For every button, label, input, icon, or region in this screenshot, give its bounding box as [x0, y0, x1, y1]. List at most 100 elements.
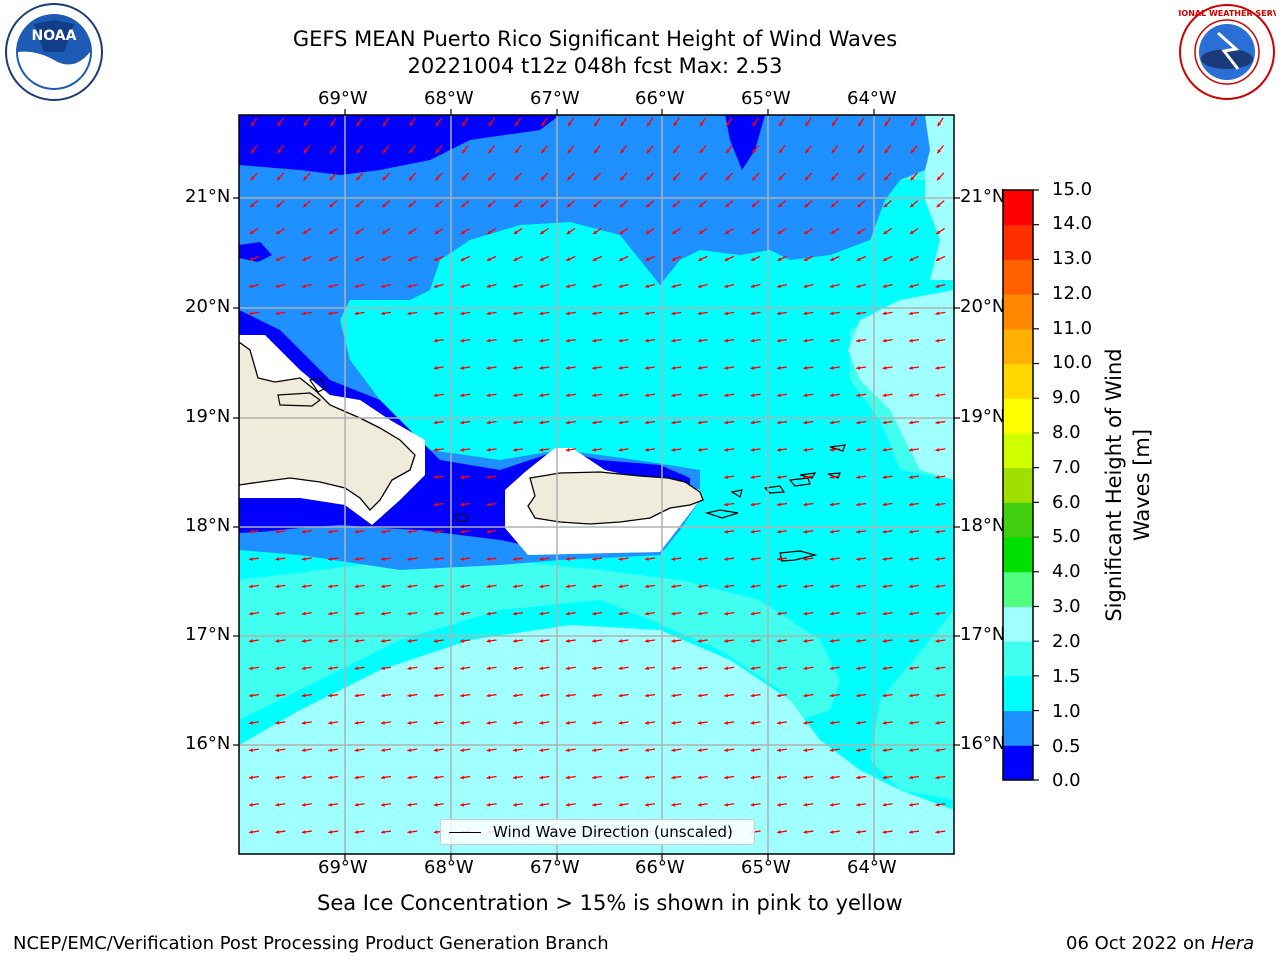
- wave-direction-arrowhead: [592, 284, 597, 289]
- wave-direction-arrowhead: [618, 802, 623, 807]
- wave-direction-arrowhead: [882, 775, 887, 780]
- wave-direction-arrowhead: [909, 447, 913, 452]
- wave-direction-arrowhead: [936, 230, 941, 234]
- wave-direction-arrowhead: [856, 611, 861, 616]
- wave-direction-arrowhead: [409, 176, 413, 181]
- wave-direction-arrowhead: [697, 611, 702, 616]
- wave-direction-arrowhead: [301, 557, 306, 561]
- wave-direction-arrowhead: [882, 639, 887, 643]
- wave-direction-arrowhead: [276, 230, 281, 234]
- wave-direction-arrowhead: [565, 802, 570, 807]
- wave-direction-arrowhead: [618, 338, 623, 343]
- colorbar-segment: [1003, 745, 1033, 781]
- wave-direction-arrowhead: [565, 447, 570, 452]
- wave-direction-arrowhead: [567, 149, 572, 154]
- wave-direction-arrowhead: [328, 802, 333, 807]
- wave-direction-arrowhead: [249, 230, 254, 234]
- colorbar-frame: [1002, 189, 1034, 781]
- wave-direction-arrowhead: [671, 557, 676, 561]
- issue-date: 06 Oct 2022 on Hera: [1066, 933, 1254, 954]
- wave-direction-arrowhead: [803, 284, 808, 289]
- wave-direction-arrowhead: [803, 584, 808, 589]
- wave-direction-arrowhead: [777, 639, 781, 643]
- wave-direction-arrowhead: [697, 393, 702, 398]
- wave-direction-arrowhead: [277, 176, 281, 181]
- wave-direction-arrowhead: [909, 529, 913, 534]
- wave-direction-arrowhead: [935, 475, 940, 480]
- wave-direction-arrowhead: [594, 149, 598, 154]
- wave-direction-arrowhead: [462, 122, 466, 127]
- wave-direction-arrowhead: [856, 529, 861, 534]
- wave-direction-arrowhead: [803, 338, 808, 343]
- wave-direction-arrowhead: [777, 447, 781, 452]
- wave-direction-arrowhead: [803, 502, 808, 507]
- wave-direction-arrowhead: [909, 611, 913, 616]
- wave-direction-arrowhead: [935, 693, 940, 698]
- wave-direction-arrowhead: [541, 149, 546, 154]
- wave-direction-arrowhead: [829, 775, 834, 780]
- wave-direction-arrowhead: [486, 447, 491, 452]
- cb-tick: 9.0: [1052, 387, 1081, 408]
- wave-direction-arrowhead: [673, 149, 678, 154]
- wave-direction-arrowhead: [539, 802, 544, 807]
- wave-direction-arrowhead: [250, 176, 255, 181]
- wave-direction-arrowhead: [355, 257, 360, 261]
- wave-direction-arrowhead: [935, 775, 940, 780]
- wave-direction-arrowhead: [803, 748, 808, 753]
- wave-direction-arrowhead: [777, 693, 781, 698]
- wave-direction-arrowhead: [697, 720, 702, 725]
- wave-direction-arrowhead: [646, 203, 651, 208]
- wave-direction-arrowhead: [882, 447, 887, 452]
- wave-direction-arrowhead: [671, 720, 676, 725]
- wave-direction-arrowhead: [407, 557, 412, 561]
- wave-direction-arrowhead: [540, 230, 545, 234]
- wave-direction-arrowhead: [539, 311, 544, 316]
- wave-direction-arrowhead: [460, 284, 465, 289]
- wave-direction-arrowhead: [329, 203, 334, 208]
- wave-direction-arrowhead: [539, 447, 544, 452]
- wave-direction-arrowhead: [671, 666, 676, 671]
- wave-direction-arrowhead: [565, 666, 570, 671]
- wave-direction-arrowhead: [486, 338, 491, 343]
- nws-logo: NATIONAL WEATHER SERVICE: [1161, 3, 1280, 105]
- wave-direction-arrowhead: [671, 447, 676, 452]
- wave-direction-arrowhead: [460, 502, 465, 507]
- wave-direction-arrowhead: [937, 176, 941, 181]
- wave-direction-arrowhead: [618, 447, 623, 452]
- wave-direction-arrowhead: [697, 666, 702, 671]
- wave-direction-arrowhead: [434, 230, 439, 234]
- wave-direction-arrowhead: [618, 693, 623, 698]
- wave-direction-arrowhead: [699, 149, 704, 154]
- wave-direction-arrowhead: [750, 284, 755, 289]
- wave-direction-arrowhead: [829, 748, 834, 753]
- wave-direction-arrowhead: [301, 584, 306, 589]
- wave-direction-arrowhead: [882, 693, 887, 698]
- wave-direction-arrowhead: [829, 311, 834, 316]
- colorbar: [1002, 189, 1039, 781]
- wave-direction-arrowhead: [750, 447, 755, 452]
- wave-direction-arrowhead: [618, 720, 623, 725]
- wave-direction-arrowhead: [777, 311, 781, 316]
- wave-direction-arrowhead: [539, 393, 544, 398]
- wave-direction-arrowhead: [328, 284, 333, 289]
- wave-direction-arrowhead: [433, 393, 438, 398]
- wave-direction-arrowhead: [460, 257, 465, 261]
- wave-direction-arrowhead: [777, 338, 781, 343]
- wave-direction-arrowhead: [751, 203, 756, 208]
- wave-direction-arrowhead: [671, 639, 676, 643]
- wave-direction-arrowhead: [354, 584, 359, 589]
- wave-direction-arrowhead: [935, 802, 940, 807]
- wave-direction-arrowhead: [275, 666, 280, 671]
- wave-direction-arrowhead: [645, 720, 649, 725]
- wave-direction-arrowhead: [249, 611, 253, 616]
- wave-direction-arrowhead: [858, 122, 862, 127]
- wave-direction-arrowhead: [539, 611, 544, 616]
- wave-direction-arrowhead: [513, 257, 518, 261]
- wave-direction-arrowhead: [565, 720, 570, 725]
- wave-direction-arrowhead: [249, 802, 253, 807]
- wave-direction-arrowhead: [460, 366, 465, 370]
- wave-direction-arrowhead: [592, 584, 597, 589]
- wave-direction-arrowhead: [381, 284, 386, 289]
- wave-direction-arrowhead: [883, 230, 888, 234]
- wave-direction-arrowhead: [381, 639, 385, 643]
